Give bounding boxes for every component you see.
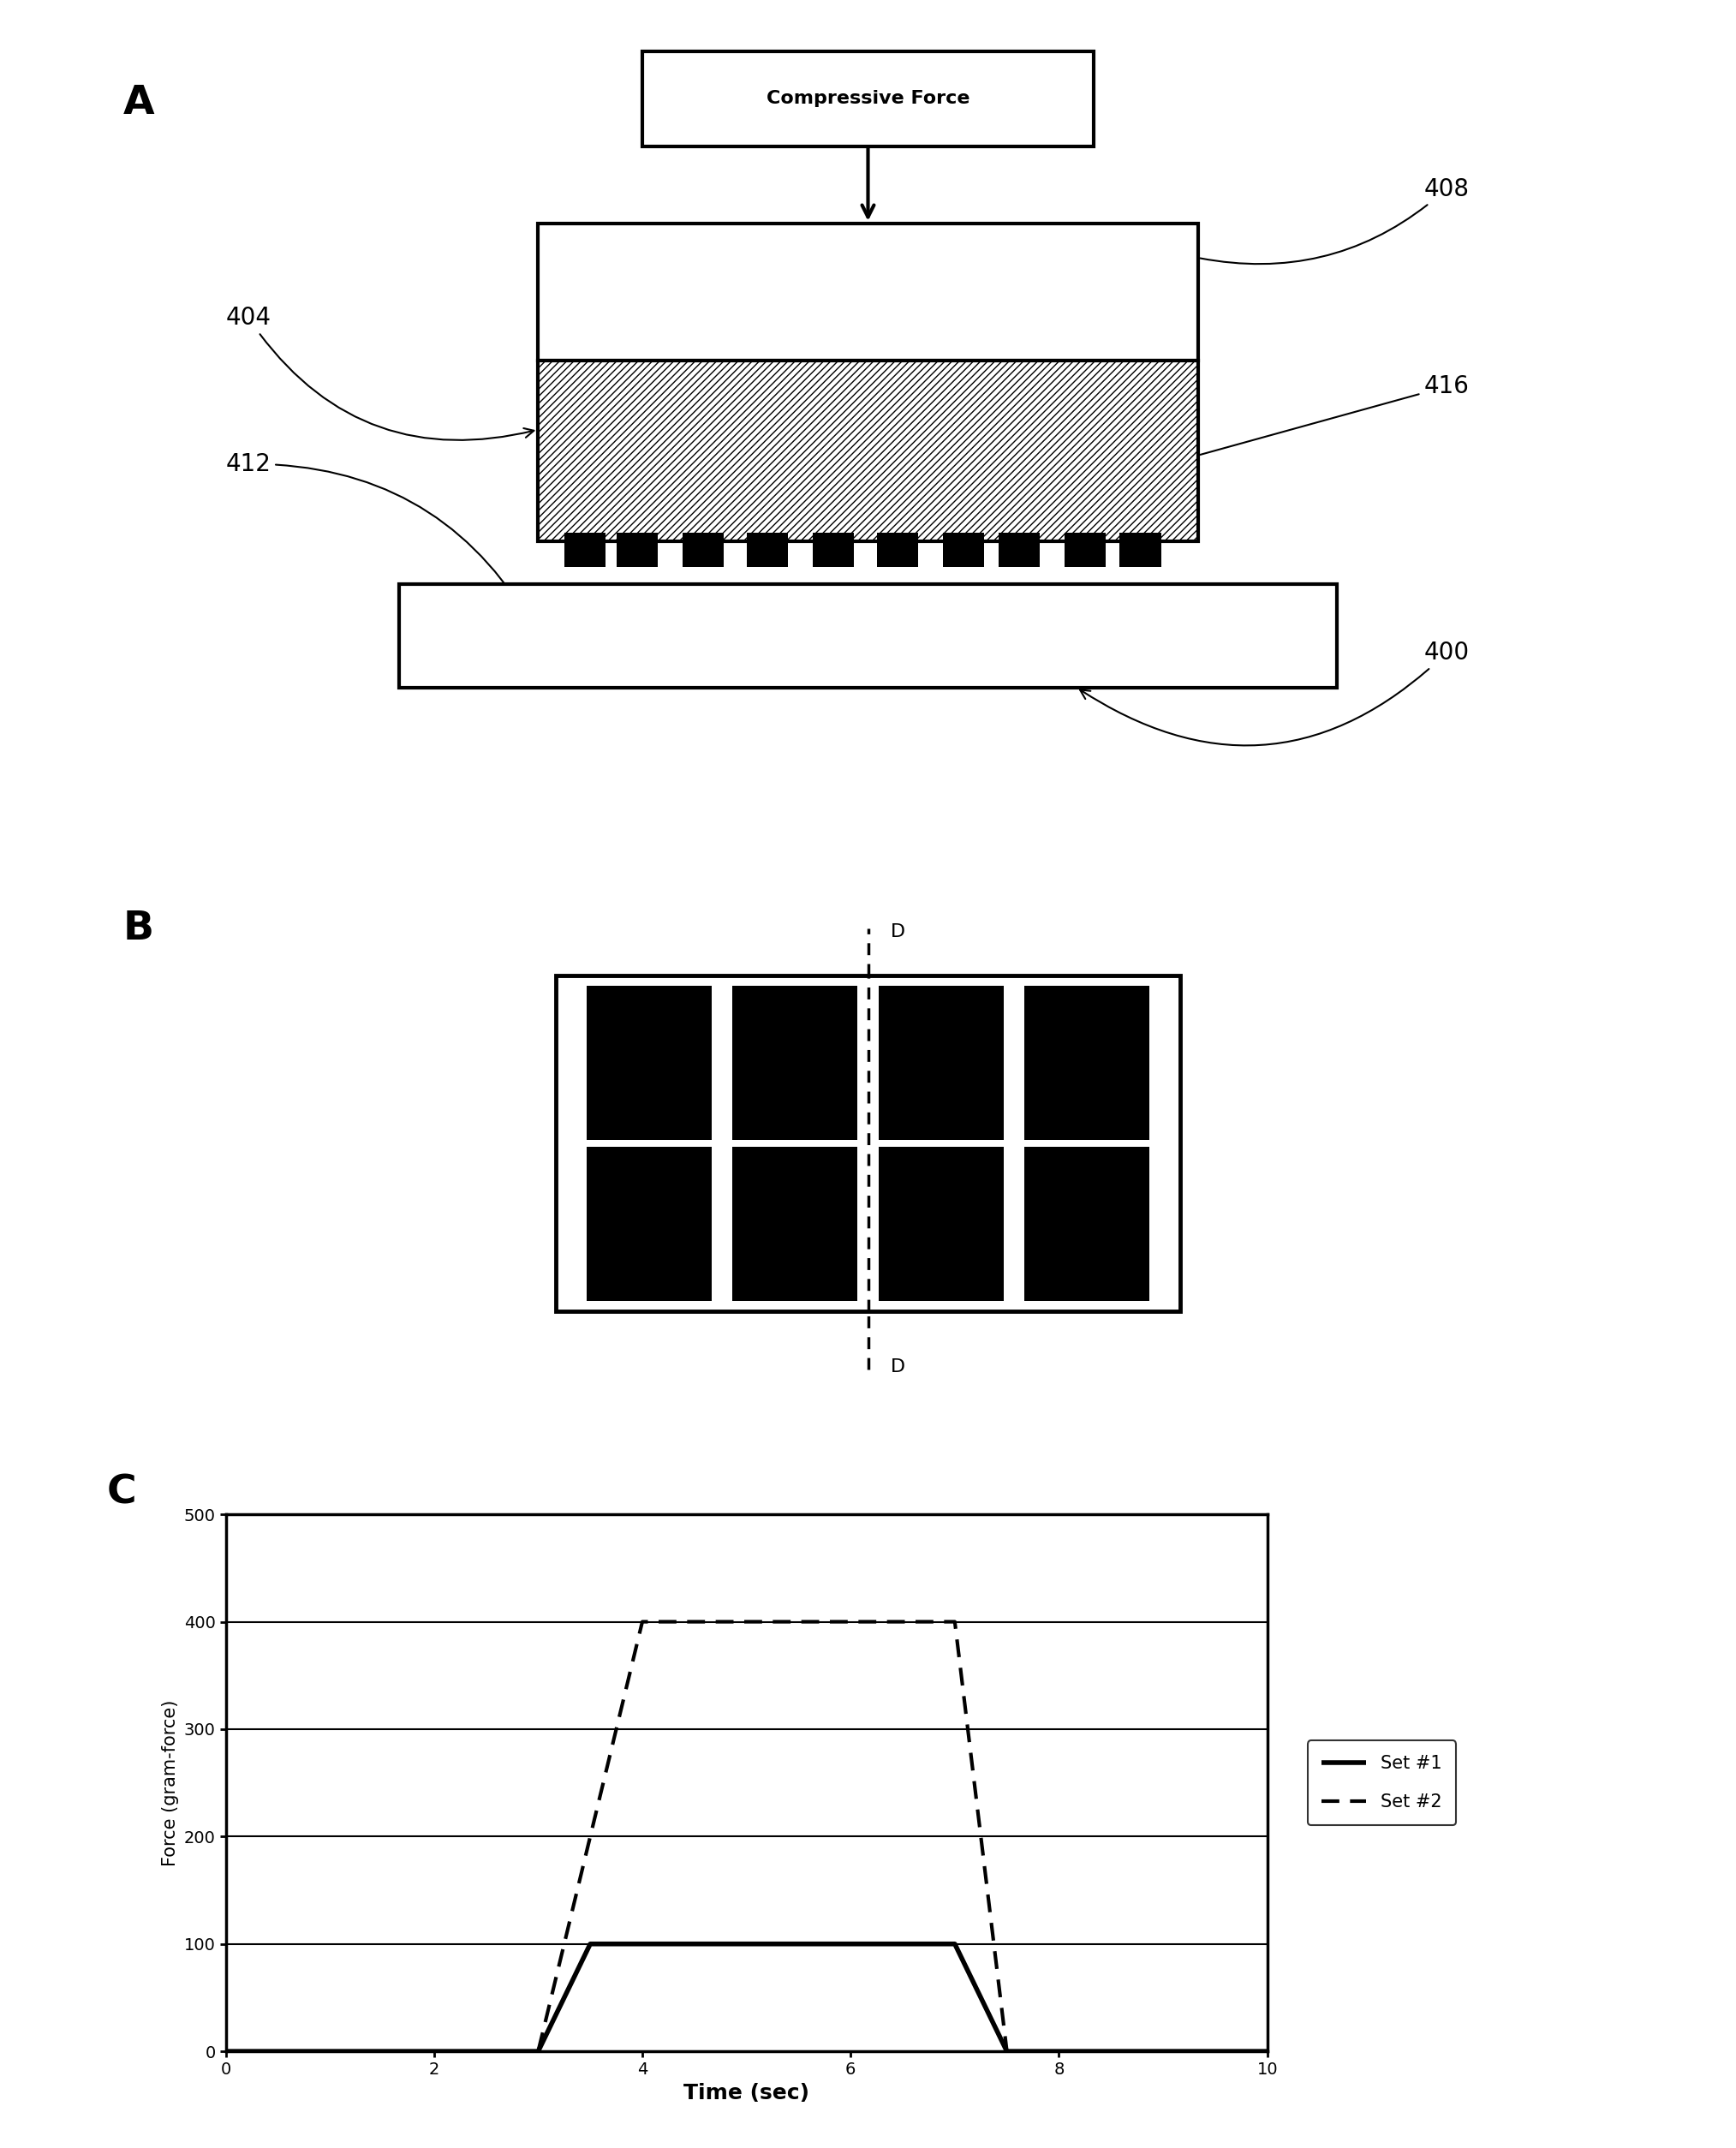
Y-axis label: Force (gram-force): Force (gram-force) — [161, 1699, 179, 1867]
Bar — [642, 52, 1094, 146]
Text: 408: 408 — [1200, 176, 1469, 264]
Line: Set #1: Set #1 — [226, 1944, 1267, 2051]
Bar — [538, 361, 1198, 541]
Bar — [682, 533, 724, 567]
Bar — [877, 533, 918, 567]
Bar — [564, 533, 606, 567]
Set #1 — [528, 2038, 549, 2064]
Text: 404: 404 — [226, 305, 535, 440]
Set #1 — [1257, 2038, 1278, 2064]
Line: Set #2: Set #2 — [226, 1622, 1267, 2051]
Bar — [556, 975, 1180, 1312]
Set #2 — [632, 1609, 653, 1635]
Bar — [399, 584, 1337, 687]
Bar — [733, 986, 858, 1141]
Text: A: A — [123, 84, 155, 122]
Legend: Set #1, Set #2: Set #1, Set #2 — [1307, 1740, 1457, 1826]
Bar — [616, 533, 658, 567]
Text: D: D — [891, 924, 904, 941]
Text: B: B — [123, 909, 155, 947]
Set #1 — [996, 2038, 1017, 2064]
Bar — [587, 986, 712, 1141]
Bar — [1064, 533, 1106, 567]
Bar — [746, 533, 788, 567]
Bar — [587, 1147, 712, 1302]
Set #1 — [580, 1931, 601, 1957]
Text: 400: 400 — [1080, 640, 1469, 745]
Bar — [878, 1147, 1003, 1302]
Bar — [733, 1147, 858, 1302]
Set #2 — [215, 2038, 236, 2064]
X-axis label: Time (sec): Time (sec) — [684, 2081, 809, 2103]
Text: C: C — [106, 1474, 137, 1512]
Bar — [878, 986, 1003, 1141]
Set #2 — [996, 2038, 1017, 2064]
Set #2 — [1257, 2038, 1278, 2064]
Set #1 — [944, 1931, 965, 1957]
Bar — [1120, 533, 1161, 567]
Bar — [943, 533, 984, 567]
Bar — [812, 533, 854, 567]
Set #2 — [528, 2038, 549, 2064]
Bar — [538, 223, 1198, 361]
Text: D: D — [891, 1358, 904, 1375]
Bar — [1024, 1147, 1149, 1302]
Set #1 — [215, 2038, 236, 2064]
Bar — [1024, 986, 1149, 1141]
Text: Compressive Force: Compressive Force — [766, 90, 970, 107]
Text: 412: 412 — [226, 451, 536, 634]
Set #2 — [944, 1609, 965, 1635]
Bar — [998, 533, 1040, 567]
Text: 416: 416 — [1200, 374, 1469, 455]
